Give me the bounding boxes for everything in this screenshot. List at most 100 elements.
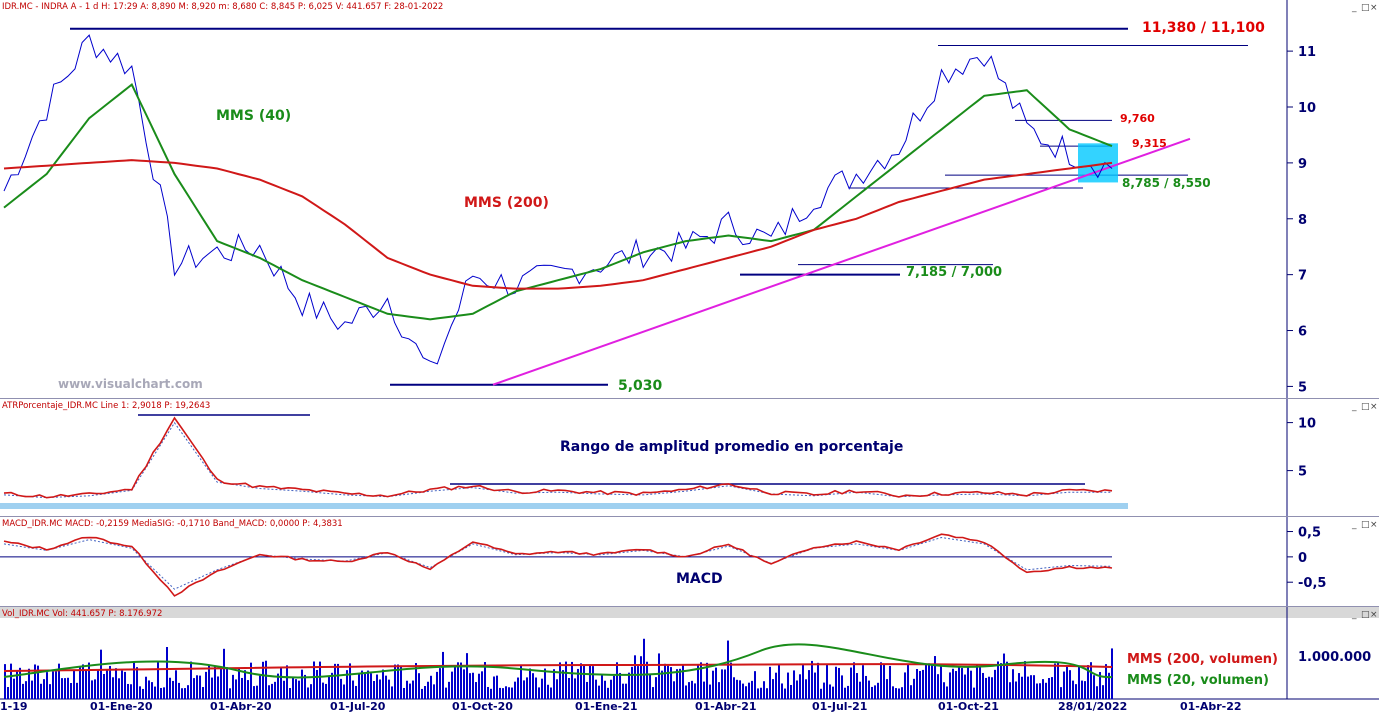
macd-y-tick: 0,5 xyxy=(1298,526,1321,541)
volume-bar xyxy=(1102,685,1104,699)
atr-y-tick: 10 xyxy=(1298,417,1316,432)
volume-bar xyxy=(361,670,363,699)
volume-bar xyxy=(517,677,519,699)
volume-bar xyxy=(934,656,936,699)
volume-bar xyxy=(787,672,789,699)
atr-y-axis: 5 10 xyxy=(1287,417,1316,480)
minimize-icon[interactable]: _ xyxy=(1351,402,1357,412)
restore-icon[interactable]: □ xyxy=(1361,520,1370,530)
trendline xyxy=(492,137,1191,386)
volume-bar xyxy=(295,679,297,699)
volume-bar xyxy=(196,675,198,699)
volume-bar xyxy=(394,664,396,699)
vol-mms200-label: MMS (200, volumen) xyxy=(1127,652,1278,667)
volume-bar xyxy=(220,668,222,699)
volume-bar xyxy=(859,681,861,699)
volume-bar xyxy=(433,684,435,699)
volume-bar xyxy=(979,667,981,699)
volume-bar xyxy=(766,688,768,699)
volume-bar xyxy=(688,682,690,699)
volume-bar xyxy=(532,673,534,699)
x-tick-label: 01-Oct-20 xyxy=(452,700,513,712)
volume-bar xyxy=(313,661,315,699)
volume-bar xyxy=(487,686,489,699)
atr-series xyxy=(0,414,1128,509)
volume-bar xyxy=(94,679,96,699)
volume-bar xyxy=(217,676,219,699)
volume-bar xyxy=(904,672,906,699)
volume-bar xyxy=(1024,661,1026,699)
atr-window-controls[interactable]: _ □ × xyxy=(1351,402,1378,412)
volume-bar xyxy=(283,680,285,699)
minimize-icon[interactable]: _ xyxy=(1351,610,1357,620)
volume-bar xyxy=(775,672,777,699)
price-series xyxy=(3,27,1248,386)
minimize-icon[interactable]: _ xyxy=(1351,520,1357,530)
volume-bar xyxy=(898,688,900,699)
close-icon[interactable]: × xyxy=(1370,402,1378,412)
volume-bar xyxy=(49,684,51,699)
x-tick-label: 01-Oct-21 xyxy=(938,700,999,712)
volume-bar xyxy=(985,677,987,699)
volume-bar xyxy=(13,678,15,699)
macd-chart[interactable]: MACD_IDR.MC MACD: -0,2159 MediaSIG: -0,1… xyxy=(0,517,1379,607)
macd-window-controls[interactable]: _ □ × xyxy=(1351,520,1378,530)
atr-chart[interactable]: ATRPorcentaje_IDR.MC Line 1: 2,9018 P: 1… xyxy=(0,399,1379,517)
volume-bar xyxy=(706,662,708,699)
volume-bar xyxy=(160,687,162,699)
minimize-icon[interactable]: _ xyxy=(1351,3,1357,13)
volume-bar xyxy=(796,680,798,699)
volume-bar xyxy=(349,663,351,699)
close-icon[interactable]: × xyxy=(1370,610,1378,620)
volume-bar xyxy=(358,673,360,699)
volume-bar xyxy=(259,675,261,699)
volume-bar xyxy=(817,662,819,699)
volume-bar xyxy=(958,666,960,699)
level-9315-label: 9,315 xyxy=(1132,137,1167,150)
restore-icon[interactable]: □ xyxy=(1361,402,1370,412)
volume-panel[interactable]: Vol_IDR.MC Vol: 441.657 P: 8.176.972 _ □… xyxy=(0,606,1379,713)
volume-bar xyxy=(574,678,576,699)
volume-bar xyxy=(265,660,267,699)
volume-bar xyxy=(70,683,72,699)
volume-bar xyxy=(955,671,957,699)
volume-bar xyxy=(928,663,930,699)
volume-window-controls[interactable]: _ □ × xyxy=(1351,610,1378,620)
volume-bar xyxy=(307,687,309,699)
close-icon[interactable]: × xyxy=(1370,3,1378,13)
volume-bar xyxy=(169,677,171,699)
volume-bar xyxy=(652,687,654,699)
volume-bar xyxy=(691,680,693,699)
close-icon[interactable]: × xyxy=(1370,520,1378,530)
volume-bar xyxy=(1030,675,1032,699)
volume-bar xyxy=(28,668,30,699)
volume-bar xyxy=(409,683,411,699)
price-chart[interactable]: IDR.MC - INDRA A - 1 d H: 17:29 A: 8,890… xyxy=(0,0,1379,398)
volume-bar xyxy=(1006,661,1008,699)
atr-panel[interactable]: ATRPorcentaje_IDR.MC Line 1: 2,9018 P: 1… xyxy=(0,398,1379,517)
volume-bar xyxy=(355,685,357,699)
volume-bar xyxy=(484,662,486,699)
price-window-controls[interactable]: _ □ × xyxy=(1351,3,1378,13)
volume-bars xyxy=(3,638,1113,699)
restore-icon[interactable]: □ xyxy=(1361,610,1370,620)
volume-bar xyxy=(823,682,825,699)
price-y-tick: 9 xyxy=(1298,157,1307,172)
volume-bar xyxy=(886,679,888,699)
volume-bar xyxy=(970,670,972,699)
volume-bar xyxy=(289,688,291,699)
macd-panel[interactable]: MACD_IDR.MC MACD: -0,2159 MediaSIG: -0,1… xyxy=(0,516,1379,607)
resistance-label: 11,380 / 11,100 xyxy=(1142,20,1265,36)
volume-bar xyxy=(967,666,969,699)
volume-bar xyxy=(709,684,711,699)
volume-chart[interactable]: Vol_IDR.MC Vol: 441.657 P: 8.176.972 _ □… xyxy=(0,607,1379,713)
volume-bar xyxy=(1036,683,1038,699)
volume-bar xyxy=(376,674,378,699)
volume-bar xyxy=(514,681,516,699)
macd-y-tick: -0,5 xyxy=(1298,576,1326,591)
volume-bar xyxy=(598,685,600,699)
volume-bar xyxy=(1099,672,1101,699)
price-panel[interactable]: IDR.MC - INDRA A - 1 d H: 17:29 A: 8,890… xyxy=(0,0,1379,398)
restore-icon[interactable]: □ xyxy=(1361,3,1370,13)
volume-bar xyxy=(994,669,996,699)
